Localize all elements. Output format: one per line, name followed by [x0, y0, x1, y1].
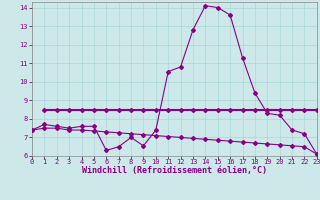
X-axis label: Windchill (Refroidissement éolien,°C): Windchill (Refroidissement éolien,°C): [82, 166, 267, 175]
